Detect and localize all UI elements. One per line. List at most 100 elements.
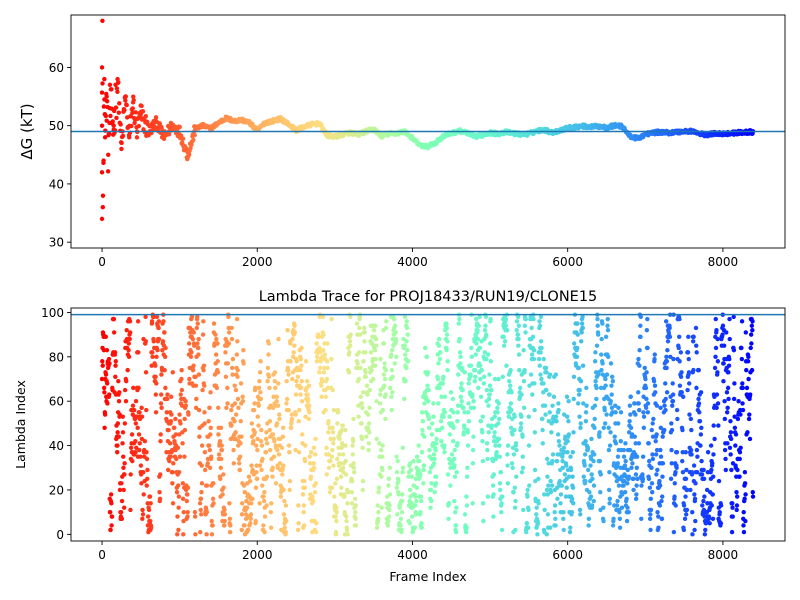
- lambda-point: [402, 352, 408, 357]
- lambda-point: [227, 501, 232, 506]
- lambda-point: [568, 454, 573, 459]
- lambda-point: [431, 414, 436, 419]
- lambda-point: [170, 470, 175, 475]
- lambda-point: [716, 423, 721, 428]
- lambda-point: [608, 430, 613, 435]
- lambda-point: [578, 339, 584, 344]
- lambda-point: [229, 407, 234, 413]
- lambda-point: [728, 430, 734, 435]
- lambda-point: [734, 494, 740, 499]
- lambda-point: [214, 385, 220, 391]
- lambda-point: [185, 485, 191, 490]
- lambda-point: [708, 443, 714, 448]
- lambda-point: [207, 465, 213, 470]
- delta-g-point: [104, 91, 109, 97]
- lambda-point: [715, 401, 721, 406]
- lambda-point: [295, 527, 301, 533]
- lambda-point: [584, 385, 589, 391]
- lambda-point: [603, 383, 608, 388]
- lambda-point: [468, 372, 473, 377]
- lambda-point: [390, 336, 396, 342]
- lambda-point: [126, 341, 132, 346]
- lambda-point: [702, 532, 708, 537]
- lambda-point: [261, 498, 267, 504]
- lambda-point: [721, 379, 726, 384]
- lambda-point: [642, 365, 647, 371]
- lambda-point: [275, 403, 281, 408]
- lambda-point: [353, 516, 358, 522]
- lambda-point: [156, 336, 162, 342]
- lambda-point: [515, 332, 521, 337]
- lambda-point: [641, 425, 647, 431]
- lambda-point: [671, 529, 677, 535]
- lambda-point: [651, 416, 656, 422]
- lambda-point: [484, 356, 489, 362]
- lambda-point: [282, 525, 288, 530]
- lambda-point: [423, 345, 428, 351]
- lambda-point: [741, 529, 747, 535]
- lambda-point: [526, 414, 532, 419]
- delta-g-point: [186, 152, 192, 157]
- lambda-point: [123, 399, 129, 404]
- lambda-point: [195, 314, 200, 320]
- lambda-point: [627, 403, 633, 408]
- delta-g-point: [114, 86, 120, 91]
- lambda-point: [382, 383, 387, 388]
- lambda-point: [277, 412, 282, 417]
- lambda-point: [445, 339, 450, 344]
- lambda-point: [353, 509, 358, 515]
- lambda-point: [439, 438, 444, 444]
- lambda-point: [158, 401, 164, 406]
- lambda-point: [702, 494, 707, 499]
- lambda-point: [452, 463, 457, 468]
- lambda-point: [466, 410, 471, 415]
- lambda-point: [689, 472, 695, 477]
- lambda-point: [104, 347, 110, 353]
- lambda-point: [569, 509, 575, 515]
- lambda-point: [137, 410, 142, 415]
- lambda-point: [182, 427, 188, 433]
- lambda-point: [715, 370, 720, 375]
- delta-g-point: [139, 103, 144, 109]
- lambda-point: [392, 361, 397, 366]
- lambda-point: [577, 414, 582, 419]
- lambda-point: [658, 447, 663, 453]
- lambda-point: [657, 483, 663, 488]
- lambda-point: [518, 421, 524, 426]
- lambda-point: [645, 316, 650, 322]
- lambda-point: [546, 483, 551, 488]
- lambda-point: [560, 465, 566, 470]
- delta-g-point: [100, 18, 105, 24]
- lambda-point: [122, 461, 127, 466]
- lambda-point: [209, 518, 214, 524]
- lambda-point: [383, 416, 388, 422]
- lambda-point: [372, 347, 378, 353]
- lambda-point: [597, 430, 602, 435]
- lambda-point: [470, 447, 476, 453]
- lambda-point: [649, 481, 655, 486]
- lambda-point: [595, 332, 601, 337]
- lambda-point: [444, 347, 449, 353]
- lambda-point: [565, 450, 570, 455]
- lambda-point: [425, 370, 431, 375]
- lambda-point: [199, 443, 205, 448]
- lambda-point: [542, 403, 548, 408]
- lambda-point: [571, 374, 577, 379]
- lambda-point: [176, 527, 181, 533]
- lambda-point: [151, 339, 156, 344]
- lambda-point: [739, 345, 744, 351]
- lambda-point: [224, 405, 229, 411]
- lambda-point: [725, 405, 730, 411]
- lambda-point: [749, 341, 754, 346]
- lambda-point: [421, 463, 427, 468]
- lambda-point: [673, 503, 678, 508]
- lambda-point: [389, 407, 394, 413]
- lambda-point: [482, 350, 488, 355]
- lambda-point: [138, 454, 143, 459]
- lambda-point: [363, 370, 368, 375]
- lambda-point: [362, 330, 367, 335]
- lambda-point: [154, 314, 160, 320]
- lambda-point: [220, 492, 225, 497]
- lambda-point: [452, 498, 457, 504]
